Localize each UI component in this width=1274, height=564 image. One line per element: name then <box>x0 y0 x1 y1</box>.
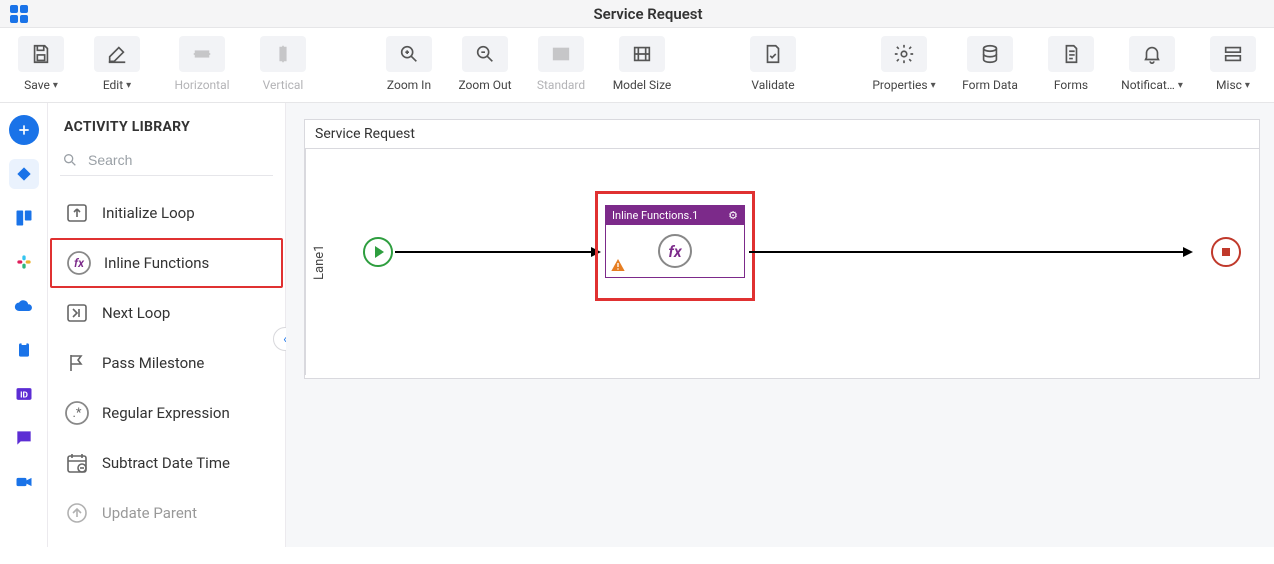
save-icon <box>18 36 64 72</box>
sidebar-title: ACTIVITY LIBRARY <box>64 119 269 135</box>
canvas-title: Service Request <box>305 120 1259 149</box>
apps-grid-icon[interactable] <box>8 3 30 25</box>
add-button[interactable] <box>9 115 39 145</box>
rail-item-id[interactable]: ID <box>9 379 39 409</box>
gear-icon <box>881 36 927 72</box>
search-input[interactable] <box>86 151 271 169</box>
loop-init-icon <box>64 200 90 226</box>
left-rail: ID <box>0 103 48 547</box>
task-inline-functions[interactable]: Inline Functions.1 ⚙ fx <box>605 205 745 278</box>
horizontal-align-button[interactable]: Horizontal <box>166 36 238 92</box>
document-icon <box>1048 36 1094 72</box>
edit-button[interactable]: Edit▾ <box>86 36 148 92</box>
date-subtract-icon <box>64 450 90 476</box>
rail-item-cloud[interactable] <box>9 291 39 321</box>
edge[interactable] <box>749 251 1187 253</box>
activity-subtract-date-time[interactable]: Subtract Date Time <box>48 438 285 488</box>
end-node[interactable] <box>1211 237 1241 267</box>
search-icon <box>62 151 78 169</box>
form-data-button[interactable]: Form Data <box>954 36 1026 92</box>
start-node[interactable] <box>363 237 393 267</box>
bell-icon <box>1129 36 1175 72</box>
model-size-button[interactable]: Model Size <box>606 36 678 92</box>
standard-size-icon <box>538 36 584 72</box>
search-input-wrap[interactable] <box>60 145 273 176</box>
svg-text:ID: ID <box>20 390 28 400</box>
arrowhead-icon <box>591 247 601 257</box>
rail-item-slack[interactable] <box>9 247 39 277</box>
validate-icon <box>750 36 796 72</box>
lane-label[interactable]: Lane1 <box>305 149 333 375</box>
chevron-down-icon: ▾ <box>931 80 936 91</box>
fx-icon: fx <box>66 250 92 276</box>
warning-icon <box>610 257 626 273</box>
fx-icon: fx <box>658 234 692 268</box>
svg-text:.*: .* <box>72 406 81 421</box>
zoom-standard-button[interactable]: Standard <box>530 36 592 92</box>
activity-pass-milestone[interactable]: Pass Milestone <box>48 338 285 388</box>
chevron-down-icon: ▾ <box>53 80 58 91</box>
activity-initialize-loop[interactable]: Initialize Loop <box>48 188 285 238</box>
update-parent-icon <box>64 500 90 526</box>
regex-icon: .* <box>64 400 90 426</box>
zoom-out-button[interactable]: Zoom Out <box>454 36 516 92</box>
page-title: Service Request <box>30 5 1266 23</box>
svg-text:fx: fx <box>74 256 85 270</box>
forms-button[interactable]: Forms <box>1040 36 1102 92</box>
misc-button[interactable]: Misc▾ <box>1202 36 1264 92</box>
zoom-in-icon <box>386 36 432 72</box>
database-icon <box>967 36 1013 72</box>
title-bar: Service Request <box>0 0 1274 28</box>
activity-update-parent[interactable]: Update Parent <box>48 488 285 538</box>
lane-body[interactable]: Inline Functions.1 ⚙ fx <box>333 149 1259 375</box>
rail-item-video[interactable] <box>9 467 39 497</box>
activity-regular-expression[interactable]: .* Regular Expression <box>48 388 285 438</box>
validate-button[interactable]: Validate <box>742 36 804 92</box>
chevron-down-icon: ▾ <box>126 80 131 91</box>
rail-item-board[interactable] <box>9 203 39 233</box>
toolbar: Save▾ Edit▾ Horizontal Vertical <box>0 28 1274 103</box>
arrowhead-icon <box>1183 247 1193 257</box>
notifications-button[interactable]: Notificat…▾ <box>1116 36 1188 92</box>
edge[interactable] <box>395 251 595 253</box>
milestone-icon <box>64 350 90 376</box>
activity-library-sidebar: ACTIVITY LIBRARY Initialize Loop fx Inli… <box>48 103 286 547</box>
rail-item-chat[interactable] <box>9 423 39 453</box>
activity-inline-functions[interactable]: fx Inline Functions <box>50 238 283 288</box>
zoom-in-button[interactable]: Zoom In <box>378 36 440 92</box>
align-vertical-icon <box>260 36 306 72</box>
next-loop-icon <box>64 300 90 326</box>
edit-icon <box>94 36 140 72</box>
activity-next-loop[interactable]: Next Loop <box>48 288 285 338</box>
vertical-align-button[interactable]: Vertical <box>252 36 314 92</box>
task-title: Inline Functions.1 <box>612 209 698 222</box>
properties-button[interactable]: Properties▾ <box>868 36 940 92</box>
gear-icon[interactable]: ⚙ <box>728 209 738 222</box>
canvas-area[interactable]: Service Request Lane1 Inline Functions.1… <box>286 103 1274 547</box>
misc-icon <box>1210 36 1256 72</box>
align-horizontal-icon <box>179 36 225 72</box>
chevron-down-icon: ▾ <box>1178 80 1183 91</box>
rail-item-designer[interactable] <box>9 159 39 189</box>
zoom-out-icon <box>462 36 508 72</box>
chevron-down-icon: ▾ <box>1245 80 1250 91</box>
save-button[interactable]: Save▾ <box>10 36 72 92</box>
rail-item-clipboard[interactable] <box>9 335 39 365</box>
process-canvas[interactable]: Service Request Lane1 Inline Functions.1… <box>304 119 1260 379</box>
model-size-icon <box>619 36 665 72</box>
